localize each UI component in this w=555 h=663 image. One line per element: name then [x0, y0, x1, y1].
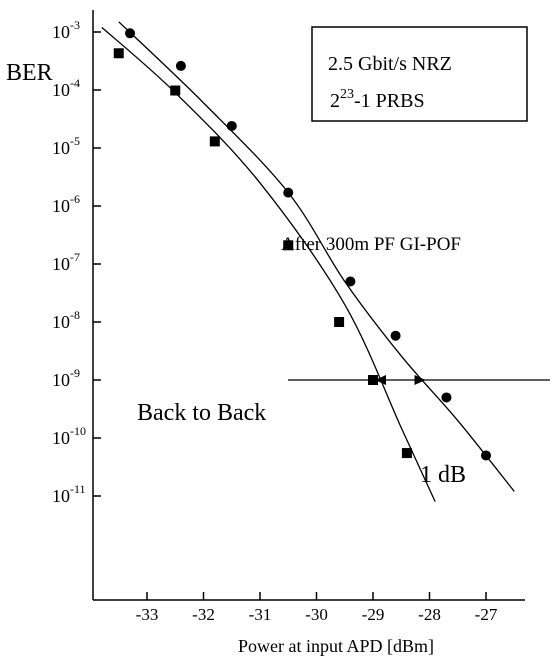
circle-marker: [345, 276, 356, 287]
x-tick-label: -31: [249, 605, 272, 624]
x-tick-label: -27: [475, 605, 498, 624]
arrow-left: [375, 375, 386, 385]
circle-marker: [283, 187, 294, 198]
annotations: [288, 375, 550, 385]
circle-marker: [226, 120, 237, 131]
circle-marker: [481, 450, 491, 461]
legend-line-2: 223-1 PRBS: [330, 87, 425, 112]
square-marker: [401, 448, 412, 459]
fit-curve-1: [118, 21, 515, 492]
y-tick-label: 10-6: [52, 192, 80, 216]
axes: 10-3 10-4 10-5 10-6 10-7 10-8 10-9 10-10 10-11 -3…: [52, 10, 525, 624]
arrow-right: [414, 375, 426, 385]
curve-label-after-pof: After 300m PF GI-POF: [281, 234, 461, 255]
square-marker: [113, 48, 124, 59]
y-tick-label: 10-10: [52, 424, 86, 448]
curve-label-back-to-back: Back to Back: [137, 400, 266, 426]
circle-marker: [175, 60, 186, 71]
square-marker: [209, 136, 220, 147]
square-marker: [283, 240, 294, 251]
x-tick-label: -32: [192, 605, 215, 624]
y-tick-label: 10-11: [52, 482, 86, 506]
x-tick-label: -28: [418, 605, 441, 624]
fit-curves: [101, 21, 515, 502]
y-tick-label: 10-9: [52, 366, 80, 390]
x-axis-label: Power at input APD [dBm]: [238, 636, 434, 656]
square-marker: [170, 85, 181, 96]
legend-box: 2.5 Gbit/s NRZ 223-1 PRBS: [311, 26, 528, 122]
y-tick-label: 10-8: [52, 308, 80, 332]
y-axis-label: BER: [6, 60, 53, 86]
circle-marker: [441, 392, 452, 403]
y-tick-label: 10-5: [52, 134, 80, 158]
x-tick-label: -33: [136, 605, 159, 624]
circle-marker: [125, 28, 136, 39]
y-tick-label: 10-7: [52, 250, 80, 274]
y-tick-label: 10-3: [52, 18, 80, 42]
y-tick-label: 10-4: [52, 76, 80, 100]
delta-label: 1 dB: [420, 462, 466, 488]
square-marker: [334, 317, 345, 327]
x-tick-label: -30: [305, 605, 328, 624]
legend-line-1: 2.5 Gbit/s NRZ: [328, 53, 452, 75]
x-tick-label: -29: [362, 605, 385, 624]
circle-marker: [390, 330, 401, 341]
